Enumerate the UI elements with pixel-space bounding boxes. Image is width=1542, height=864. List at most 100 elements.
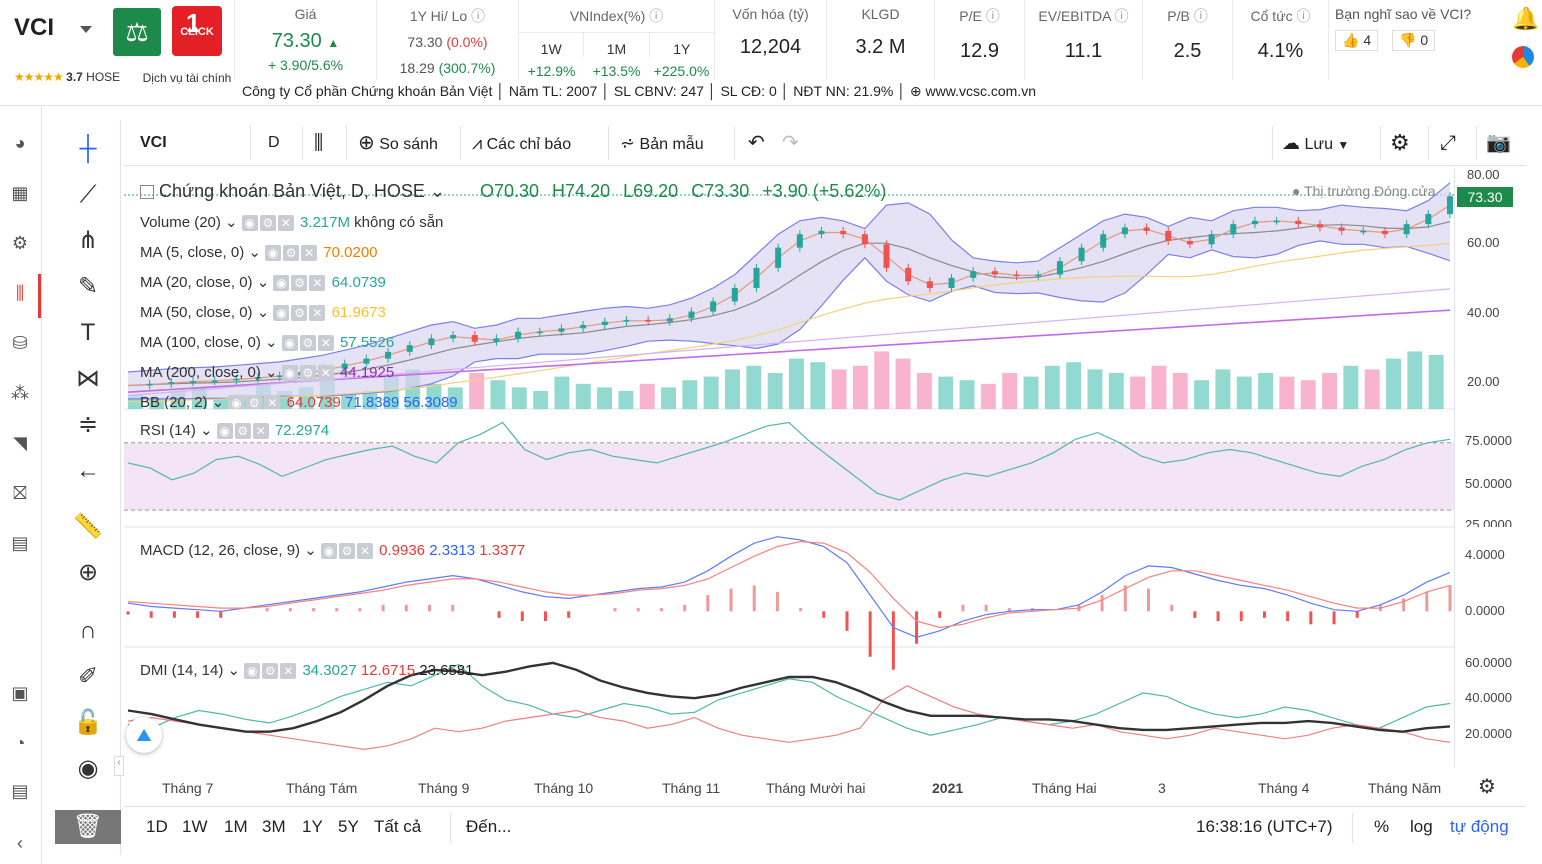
candle-body: [190, 381, 197, 383]
ma5-line: [127, 204, 1451, 387]
volume-bar: [980, 383, 996, 409]
volume-bar: [703, 376, 719, 409]
range-1m[interactable]: 1M: [224, 817, 248, 836]
dashboard-icon[interactable]: ◕: [14, 133, 26, 153]
macd-axis[interactable]: 4.0000 0.0000: [1454, 527, 1526, 647]
collapse-arrow-icon[interactable]: ‹: [17, 833, 23, 853]
bb-legend[interactable]: BB (20, 2) ⌄ ◉ ⚙ ✕ 64.0739 71.8389 56.3089: [140, 393, 458, 409]
price-axis[interactable]: 80.00 60.00 40.00 20.00 73.30: [1454, 167, 1526, 409]
vn-tab-1y[interactable]: 1Y: [673, 41, 691, 57]
bell-icon[interactable]: 🔔: [1512, 6, 1540, 31]
scroll-handle[interactable]: ‹: [114, 756, 124, 776]
vn-val-1w: +12.9%: [527, 63, 576, 79]
ma100-legend[interactable]: MA (100, close, 0) ⌄ ◉ ⚙ ✕ 57.5526: [140, 334, 395, 352]
candle-type-icon[interactable]: ⫼: [314, 132, 324, 154]
settings-gear-icon[interactable]: ⚙: [1390, 130, 1410, 155]
compare-button[interactable]: ⊕ So sánh: [358, 132, 438, 154]
fullscreen-icon[interactable]: ⤢: [1440, 132, 1456, 154]
time-axis[interactable]: Tháng 7 Tháng Tám Tháng 9 Tháng 10 Tháng…: [124, 770, 1454, 806]
auto-toggle[interactable]: tự động: [1450, 817, 1509, 836]
candle-body: [710, 301, 717, 312]
left-nav: ◕ ▦ ⚙ ⫼ ⛁ ⁂ ◥ ⛝ ▤ ▣ ◔ ▤ ‹: [0, 106, 42, 864]
pie-icon[interactable]: ◔: [14, 733, 26, 753]
star-box-icon[interactable]: ⛝: [13, 483, 27, 503]
trendline-icon[interactable]: ⟋: [79, 181, 97, 208]
chart-area[interactable]: Chứng khoán Bản Việt, D, HOSE ⌄ O70.30 H…: [124, 167, 1526, 767]
templates-button[interactable]: ⩫ Bản mẫu: [620, 133, 704, 153]
grid-icon[interactable]: ▤: [11, 533, 29, 553]
rsi-axis[interactable]: 75.0000 50.0000 25.0000: [1454, 409, 1526, 527]
signal-line: [127, 540, 1451, 629]
save-button[interactable]: ☁ Lưu ▼: [1282, 133, 1350, 153]
volume-bar: [1279, 376, 1295, 409]
ma50-legend[interactable]: MA (50, close, 0) ⌄ ◉ ⚙ ✕ 61.9673: [140, 304, 386, 322]
symbol-search[interactable]: VCI: [140, 134, 167, 151]
undo-icon[interactable]: ↶: [748, 132, 765, 154]
pitchfork-icon[interactable]: ⋔: [77, 227, 99, 254]
range-all[interactable]: Tất cả: [374, 817, 422, 836]
macd-legend[interactable]: MACD (12, 26, close, 9) ⌄ ◉ ⚙ ✕ 0.9936 2.3…: [140, 542, 526, 560]
unlock-icon[interactable]: 🔓: [73, 709, 103, 736]
volume-bar: [1364, 369, 1380, 409]
sector-label[interactable]: Dịch vụ tài chính: [142, 71, 232, 85]
log-toggle[interactable]: log: [1410, 817, 1433, 836]
chevron-down-icon[interactable]: [80, 26, 92, 33]
dmi-axis[interactable]: 60.0000 40.0000 20.0000: [1454, 647, 1526, 767]
x-label: Tháng Hai: [1032, 780, 1097, 796]
range-1d[interactable]: 1D: [146, 817, 168, 836]
pie-chart-icon[interactable]: [1512, 46, 1534, 68]
gavel-button[interactable]: ⚖: [113, 8, 161, 56]
rss-icon[interactable]: ◥: [13, 433, 27, 453]
camera-icon[interactable]: 📷: [1486, 132, 1511, 154]
collapse-icon[interactable]: [140, 185, 154, 200]
stars-icon[interactable]: ⁂: [11, 383, 29, 403]
range-3m[interactable]: 3M: [262, 817, 286, 836]
building-icon[interactable]: ▦: [11, 183, 29, 203]
ma20-legend[interactable]: MA (20, close, 0) ⌄ ◉ ⚙ ✕ 64.0739: [140, 274, 386, 292]
interval-button[interactable]: D: [268, 134, 280, 151]
rsi-legend[interactable]: RSI (14) ⌄ ◉ ⚙ ✕ 72.2974: [140, 422, 330, 440]
percent-toggle[interactable]: %: [1374, 817, 1390, 836]
vote-down-button[interactable]: 👎 0: [1392, 30, 1436, 51]
goto-date-button[interactable]: Đến...: [466, 817, 512, 836]
click-logo-button[interactable]: 1 CLICK: [172, 6, 222, 56]
ma5-legend[interactable]: MA (5, close, 0) ⌄ ◉ ⚙ ✕ 70.0200: [140, 244, 378, 262]
back-arrow-icon[interactable]: ←: [76, 457, 100, 484]
magnet-icon[interactable]: ∩: [79, 617, 97, 644]
ma200-legend[interactable]: MA (200, close, 0) ⌄ ◉ ⚙ ✕ 44.1925: [140, 364, 395, 382]
gear-dollar-icon[interactable]: ⚙: [11, 233, 29, 253]
fib-icon[interactable]: ≑: [77, 411, 99, 438]
crosshair-icon[interactable]: ┼: [79, 135, 97, 162]
axis-settings-icon[interactable]: ⚙: [1478, 776, 1496, 798]
trash-icon[interactable]: 🗑: [55, 810, 121, 844]
indicator-icon: ⩘: [472, 133, 483, 153]
range-1y[interactable]: 1Y: [302, 817, 323, 836]
candle-body: [1121, 227, 1128, 235]
volume-legend[interactable]: Volume (20) ⌄ ◉ ⚙ ✕ 3.217M không có sẵn: [140, 214, 444, 232]
vn-tab-1m[interactable]: 1M: [584, 33, 650, 57]
lock-pencil-icon[interactable]: ✐: [77, 663, 99, 690]
hi-value: 73.30 (0.0%): [407, 34, 488, 50]
candle-body: [558, 328, 565, 332]
brush-icon[interactable]: ✎: [77, 273, 99, 300]
text-icon[interactable]: T: [80, 319, 96, 346]
ruler-icon[interactable]: 📏: [73, 513, 103, 540]
coins-icon[interactable]: ⛁: [12, 333, 28, 353]
range-1w[interactable]: 1W: [182, 817, 208, 836]
chart-logo-icon[interactable]: ⛰: [126, 717, 162, 753]
pattern-icon[interactable]: ⋈: [76, 365, 100, 392]
range-5y[interactable]: 5Y: [338, 817, 359, 836]
redo-icon[interactable]: ↷: [782, 132, 799, 154]
eye-icon[interactable]: ◉: [77, 755, 99, 782]
clipboard-icon[interactable]: ▤: [11, 781, 29, 801]
vn-tab-1w[interactable]: 1W: [519, 33, 585, 57]
candles-icon[interactable]: ⫼: [15, 283, 25, 303]
ticker-symbol[interactable]: VCI: [14, 14, 55, 41]
zoom-in-icon[interactable]: ⊕: [77, 559, 99, 586]
dmi-legend[interactable]: DMI (14, 14) ⌄ ◉ ⚙ ✕ 34.3027 12.6715 23.65…: [140, 662, 474, 680]
clock-display[interactable]: 16:38:16 (UTC+7): [1196, 817, 1333, 836]
wallet-icon[interactable]: ▣: [11, 683, 29, 703]
indicators-button[interactable]: ⩘ Các chỉ báo: [472, 133, 572, 153]
vote-up-button[interactable]: 👍 4: [1335, 30, 1379, 51]
candle-body: [276, 375, 283, 378]
